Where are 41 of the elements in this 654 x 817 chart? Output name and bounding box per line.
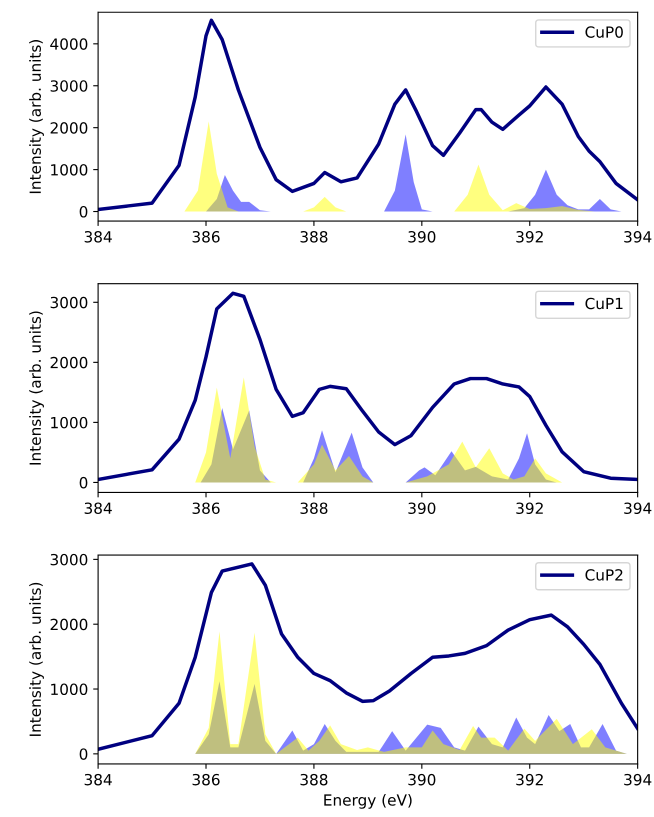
y-tick-label: 1000 (51, 416, 88, 428)
y-tick-label: 0 (80, 476, 88, 488)
x-tick-label: 390 (408, 774, 436, 786)
x-tick-label: 390 (408, 231, 436, 243)
x-tick-label: 384 (84, 774, 112, 786)
legend-label: CuP0 (585, 26, 623, 38)
y-axis-title: Intensity (arb. units) (29, 582, 44, 736)
y-axis-title: Intensity (arb. units) (29, 311, 44, 465)
x-tick-label: 384 (84, 231, 112, 243)
line-series (98, 18, 638, 212)
x-tick-label: 386 (192, 502, 220, 514)
x-tick-label: 394 (624, 231, 652, 243)
x-tick-label: 388 (300, 502, 328, 514)
line-series (98, 292, 638, 482)
y-tick-label: 3000 (50, 554, 88, 566)
x-tick-label: 384 (84, 502, 112, 514)
y-tick-label: 2000 (50, 122, 88, 134)
x-tick-label: 390 (408, 502, 436, 514)
y-tick-label: 0 (80, 206, 88, 218)
legend-label: CuP2 (585, 569, 622, 581)
x-tick-label: 392 (516, 502, 543, 514)
x-tick-label: 392 (516, 774, 543, 786)
x-tick-label: 388 (300, 774, 328, 786)
legend-label: CuP1 (585, 298, 622, 310)
x-tick-label: 392 (516, 231, 543, 243)
y-tick-label: 2000 (50, 356, 88, 368)
x-axis-title: Energy (eV) (324, 794, 412, 809)
x-tick-label: 394 (624, 774, 652, 786)
y-tick-label: 3000 (50, 296, 88, 308)
line-series (98, 562, 638, 752)
y-tick-label: 2000 (50, 618, 88, 630)
y-tick-label: 4000 (50, 38, 88, 50)
x-tick-label: 386 (192, 231, 220, 243)
x-tick-label: 394 (624, 502, 652, 514)
x-tick-label: 388 (300, 231, 328, 243)
y-tick-label: 1000 (51, 683, 88, 696)
y-tick-label: 1000 (51, 164, 88, 176)
y-tick-label: 0 (80, 748, 88, 760)
y-tick-label: 3000 (50, 80, 88, 92)
x-tick-label: 386 (192, 774, 220, 786)
y-axis-title: Intensity (arb. units) (29, 40, 44, 194)
